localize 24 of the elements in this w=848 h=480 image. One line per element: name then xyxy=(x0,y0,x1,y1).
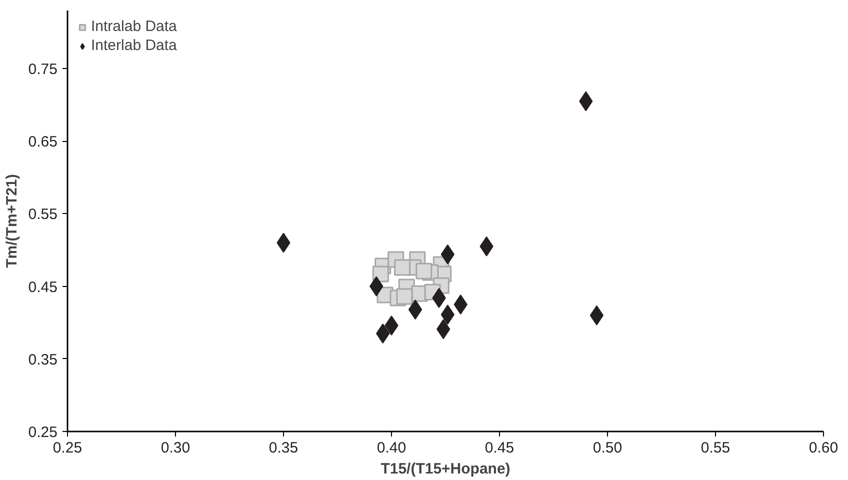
legend-label: Intralab Data xyxy=(91,18,177,35)
point xyxy=(396,288,413,305)
x-tick-label: 0.55 xyxy=(700,440,730,456)
y-tick-label: 0.35 xyxy=(28,351,58,368)
x-tick-label: 0.60 xyxy=(808,440,838,456)
x-tick-label: 0.30 xyxy=(160,440,190,456)
legend-label: Interlab Data xyxy=(91,37,177,54)
x-tick-label: 0.45 xyxy=(484,440,514,456)
point xyxy=(416,262,432,280)
point xyxy=(372,266,389,282)
y-tick-label: 0.65 xyxy=(28,134,58,151)
y-axis-title: Tm/(Tm+T21) xyxy=(3,174,20,268)
y-tick-label: 0.25 xyxy=(28,424,58,441)
x-tick-label: 0.25 xyxy=(52,440,82,456)
y-tick-label: 0.45 xyxy=(28,278,58,296)
y-tick-label: 0.75 xyxy=(28,61,58,78)
y-tick-label: 0.55 xyxy=(28,206,58,224)
point xyxy=(590,305,604,326)
x-tick-label: 0.40 xyxy=(376,440,406,456)
point xyxy=(408,300,422,320)
x-tick-label: 0.50 xyxy=(592,440,622,456)
x-axis-title: T15/(T15+Hopane) xyxy=(380,460,510,478)
x-tick-label: 0.35 xyxy=(268,440,298,456)
point xyxy=(394,259,411,276)
